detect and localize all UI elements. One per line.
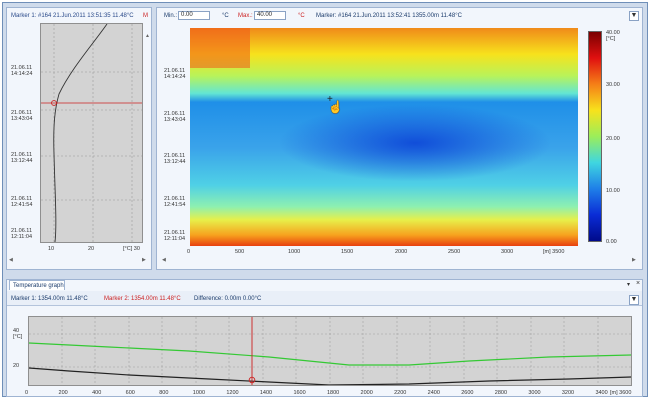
colorbar-tick-40: 40.00 [°C] xyxy=(606,30,620,42)
graph-x-tick: 2200 xyxy=(394,390,407,396)
profile-x-tick-1: 10 xyxy=(48,246,55,252)
heatmap-scroll-right-icon[interactable]: ▶ xyxy=(632,257,636,263)
graph-x-tick: 200 xyxy=(58,390,68,396)
filter-icon: ▼ xyxy=(630,12,638,19)
colorbar xyxy=(588,31,602,242)
heatmap-x-tick-0: 0 xyxy=(187,249,191,255)
heatmap-x-tick-1000: 1000 xyxy=(288,249,301,255)
colorbar-tick-10: 10.00 xyxy=(606,188,620,194)
profile-y-tick-2: 21.06.11 13:43:04 xyxy=(11,110,33,122)
heatmap-y-tick-3: 21.06.11 13:12:44 xyxy=(164,153,186,165)
profile-x-tick-2: 20 xyxy=(88,246,95,252)
graph-x-tick: 1000 xyxy=(192,390,206,396)
graph-x-tick: 1200 xyxy=(226,390,239,396)
graph-x-tick: 2800 xyxy=(494,390,508,396)
graph-marker-point xyxy=(248,376,256,384)
graph-x-tick: 1400 xyxy=(259,390,273,396)
graph-x-tick: 3400 xyxy=(595,390,608,396)
graph-x-tick: 1800 xyxy=(327,390,340,396)
tab-temperature-graph-label: Temperature graph xyxy=(13,283,64,289)
max-label: Max.: xyxy=(238,13,253,19)
heatmap-plot-area[interactable]: ☝ + xyxy=(190,28,578,246)
crosshair-icon: + xyxy=(327,94,333,105)
heatmap-x-tick-2500: 2500 xyxy=(448,249,461,255)
profile-x-tick-3: [°C] 30 xyxy=(123,246,140,252)
heatmap-x-tick-2000: 2000 xyxy=(395,249,408,255)
profile-scroll-left-icon[interactable]: ◀ xyxy=(9,257,13,263)
profile-scroll-right-icon[interactable]: ▶ xyxy=(142,257,146,263)
heatmap-x-tick-3500: [m] 3500 xyxy=(543,249,565,255)
heatmap-svg xyxy=(190,28,578,246)
close-icon[interactable]: × xyxy=(636,280,641,287)
graph-x-tick: [m] 3600 xyxy=(610,390,632,396)
pin-icon[interactable]: ▾ xyxy=(627,282,631,288)
graph-x-tick: 1600 xyxy=(293,390,306,396)
heatmap-y-tick-5: 21.06.11 12:11:04 xyxy=(164,230,186,242)
graph-x-tick: 2000 xyxy=(360,390,373,396)
graph-x-tick: 3000 xyxy=(528,390,541,396)
heatmap-y-tick-4: 21.06.11 12:41:54 xyxy=(164,196,186,208)
profile-y-tick-5: 21.06.11 12:11:04 xyxy=(11,228,33,240)
graph-header-strip xyxy=(7,291,642,306)
graph-difference-label: Difference: 0.00m 0.00°C xyxy=(194,296,262,302)
graph-y-tick-20: 20 xyxy=(13,363,20,369)
min-label: Min.: xyxy=(164,13,178,19)
colorbar-tick-30: 30.00 xyxy=(606,82,620,88)
heatmap-filter-button[interactable]: ▼ xyxy=(629,11,639,21)
heatmap-x-tick-500: 500 xyxy=(235,249,245,255)
profile-y-tick-4: 21.06.11 12:41:54 xyxy=(11,196,33,208)
graph-x-tick: 3200 xyxy=(561,390,575,396)
profile-marker-suffix: M xyxy=(143,13,148,19)
heatmap-y-tick-1: 21.06.11 14:14:24 xyxy=(164,68,186,80)
profile-y-tick-1: 21.06.11 14:14:24 xyxy=(11,65,33,77)
profile-plot-area[interactable] xyxy=(40,23,143,243)
temperature-graph-plot-area[interactable] xyxy=(28,316,632,386)
heatmap-scroll-left-icon[interactable]: ◀ xyxy=(162,257,166,263)
heatmap-marker-label: Marker: #164 21.Jun.2011 13:52:41 1355.0… xyxy=(316,13,462,19)
profile-marker-label: Marker 1: #164 21.Jun.2011 13:51:35 11.4… xyxy=(11,13,134,19)
tab-temperature-graph[interactable]: Temperature graph xyxy=(9,280,65,290)
graph-marker2-label: Marker 2: 1354.00m 11.48°C xyxy=(104,296,181,302)
graph-series-black-line xyxy=(29,367,631,385)
graph-series-green-line xyxy=(29,342,631,366)
colorbar-tick-0: 0.00 xyxy=(606,239,617,245)
heatmap-y-tick-2: 21.06.11 13:43:04 xyxy=(164,111,186,123)
graph-y-tick-40: 40 [°C] xyxy=(13,328,23,340)
min-value-field[interactable]: 0.00 xyxy=(178,11,210,20)
graph-x-tick: 0 xyxy=(25,390,29,396)
profile-chart-svg xyxy=(41,24,142,242)
profile-temperature-line xyxy=(53,24,108,242)
graph-filter-button[interactable]: ▼ xyxy=(629,295,639,305)
min-unit-label: °C xyxy=(222,13,229,19)
graph-marker1-label: Marker 1: 1354.00m 11.48°C xyxy=(11,296,88,302)
profile-scroll-up-icon[interactable]: ▲ xyxy=(145,33,150,39)
profile-y-tick-3: 21.06.11 13:12:44 xyxy=(11,152,33,164)
heatmap-x-tick-1500: 1500 xyxy=(341,249,354,255)
hand-cursor-icon: ☝ xyxy=(328,100,343,114)
graph-x-tick: 800 xyxy=(159,390,169,396)
graph-x-axis-ticks: 0 200 400 600 800 1000 1200 1400 1600 1800 2000 220… xyxy=(0,390,650,398)
heatmap-x-tick-3000: 3000 xyxy=(501,249,514,255)
graph-x-tick: 2400 xyxy=(427,390,440,396)
max-value-field[interactable]: 40.00 xyxy=(254,11,286,20)
graph-x-tick: 2600 xyxy=(461,390,474,396)
temperature-graph-svg xyxy=(29,317,631,385)
colorbar-tick-20: 20.00 xyxy=(606,136,620,142)
filter-icon: ▼ xyxy=(630,296,638,303)
graph-x-tick: 400 xyxy=(92,390,102,396)
graph-x-tick: 600 xyxy=(125,390,135,396)
max-unit-label: °C xyxy=(298,13,305,19)
profile-marker-point xyxy=(51,100,57,106)
